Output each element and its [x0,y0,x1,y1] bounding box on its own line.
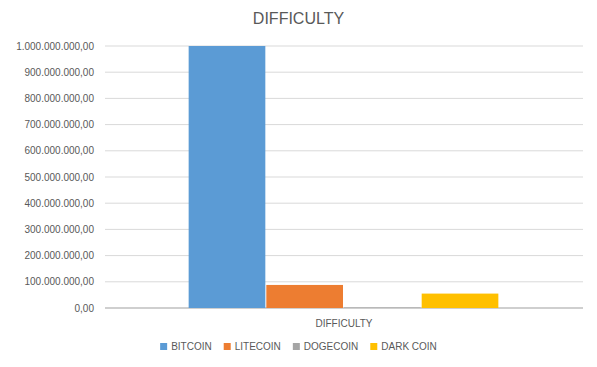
legend-swatch [293,343,300,350]
bar [344,307,421,308]
grid-line [105,255,583,256]
chart: DIFFICULTY 0,00 100.000.000,00 200.000.000,… [0,0,597,367]
background [0,0,597,367]
title: DIFFICULTY [253,10,345,27]
y-tick-label: 1.000.000.000,00 [16,41,94,52]
legend-label: LITECOIN [235,341,281,352]
legend-swatch [160,343,167,350]
legend-label: DOGECOIN [304,341,358,352]
y-tick-label: 400.000.000,00 [24,198,94,209]
grid-line [105,177,583,178]
legend-label: BITCOIN [171,341,212,352]
grid-line [105,72,583,73]
y-tick-label: 700.000.000,00 [24,119,94,130]
grid-line [105,203,583,204]
bar [422,294,499,308]
legend: BITCOIN LITECOIN DOGECOIN DARK COIN [160,341,437,352]
x-axis-line [105,308,583,309]
x-tick-label: DIFFICULTY [315,318,372,329]
grid [105,46,583,308]
y-tick-label: 100.000.000,00 [24,276,94,287]
bars [189,46,499,308]
bar [266,285,343,308]
grid-line [105,98,583,99]
legend-swatch [370,343,377,350]
y-tick-label: 800.000.000,00 [24,93,94,104]
grid-line [105,281,583,282]
legend-label: DARK COIN [381,341,437,352]
y-tick-label: 900.000.000,00 [24,67,94,78]
y-tick-label: 0,00 [75,303,95,314]
grid-line [105,150,583,151]
y-tick-label: 200.000.000,00 [24,250,94,261]
grid-line [105,124,583,125]
grid-line [105,229,583,230]
legend-swatch [224,343,231,350]
grid-line [105,46,583,47]
y-tick-label: 500.000.000,00 [24,172,94,183]
y-tick-label: 300.000.000,00 [24,224,94,235]
bar [189,46,266,308]
y-tick-label: 600.000.000,00 [24,145,94,156]
grid-line [105,308,583,309]
